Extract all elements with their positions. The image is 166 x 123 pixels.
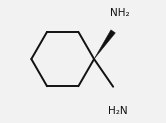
Polygon shape (94, 30, 115, 59)
Text: NH₂: NH₂ (110, 8, 130, 18)
Text: H₂N: H₂N (108, 106, 127, 116)
